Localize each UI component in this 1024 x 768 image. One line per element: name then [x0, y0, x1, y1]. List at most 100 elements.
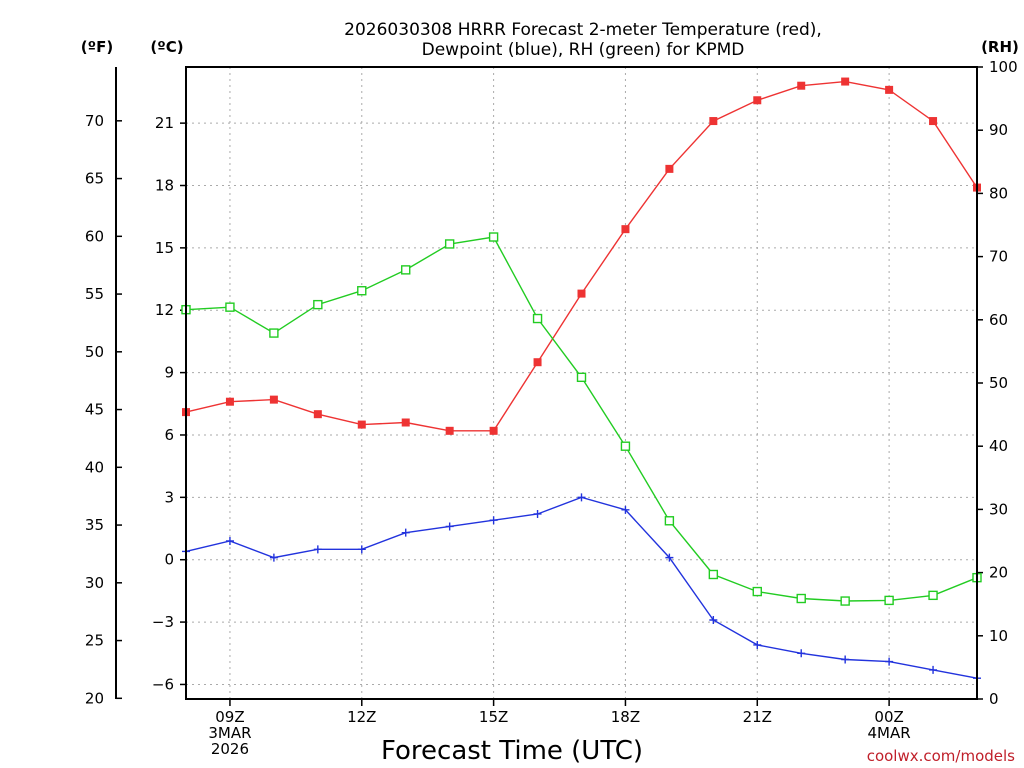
rh-point	[752, 586, 762, 597]
rh-point	[225, 302, 235, 312]
dewpoint-point	[753, 640, 762, 649]
celsius-tick-label: 0	[164, 551, 174, 569]
dewpoint-point	[929, 665, 938, 674]
rh-point	[796, 593, 806, 604]
celsius-tick-label: 3	[164, 488, 174, 506]
temperature-point	[929, 117, 938, 126]
rh-tick-label: 0	[989, 690, 999, 708]
temperature-point	[313, 410, 322, 419]
temperature-point	[445, 426, 454, 435]
rh-tick-label: 10	[989, 627, 1008, 645]
dewpoint-point	[797, 649, 806, 658]
temperature-point	[357, 420, 366, 429]
temperature-point	[225, 397, 234, 406]
fahrenheit-tick-label: 45	[85, 401, 104, 419]
dewpoint-point	[313, 545, 322, 554]
rh-point	[928, 590, 938, 601]
temperature-point	[841, 77, 850, 86]
x-tick-label: 12Z	[347, 708, 376, 726]
dewpoint-point	[621, 505, 630, 514]
plot-frame	[185, 66, 978, 700]
rh-point	[444, 239, 455, 249]
rh-point	[664, 516, 675, 526]
rh-point	[620, 441, 631, 451]
fahrenheit-tick-label: 60	[85, 227, 104, 245]
chart-title-line-2: Dewpoint (blue), RH (green) for KPMD	[422, 40, 745, 60]
temperature-point	[533, 358, 542, 367]
celsius-tick-label: −3	[152, 613, 174, 631]
fahrenheit-tick-label: 20	[85, 689, 104, 707]
dewpoint-point	[533, 509, 542, 518]
fahrenheit-tick-label: 30	[85, 574, 104, 592]
temperature-point	[885, 85, 894, 94]
rh-tick-label: 70	[989, 248, 1008, 266]
fahrenheit-tick-label: 65	[85, 170, 104, 188]
temperature-point	[269, 395, 278, 404]
dewpoint-point	[885, 657, 894, 666]
rh-point	[708, 569, 719, 580]
temperature-point	[621, 225, 630, 234]
x-tick-label: 00Z	[874, 708, 903, 726]
x-tick-label: 21Z	[743, 708, 772, 726]
celsius-tick-label: 21	[155, 114, 174, 132]
dewpoint-point	[225, 537, 234, 545]
dewpoint-point	[269, 553, 278, 562]
dewpoint-point	[841, 655, 850, 664]
fahrenheit-tick-label: 40	[85, 458, 104, 476]
temperature-point	[709, 117, 718, 126]
fahrenheit-tick-label: 70	[85, 112, 104, 130]
rh-tick-label: 80	[989, 184, 1008, 202]
chart-title-line-1: 2026030308 HRRR Forecast 2-meter Tempera…	[344, 20, 822, 40]
rh-tick-label: 60	[989, 311, 1008, 329]
rh-point	[401, 265, 411, 275]
celsius-tick-label: 18	[155, 177, 174, 195]
dewpoint-point	[445, 522, 454, 531]
rh-axis-unit: (RH)	[981, 38, 1019, 56]
fahrenheit-tick-label: 35	[85, 516, 104, 534]
x-tick-label: 18Z	[611, 708, 640, 726]
rh-tick-label: 30	[989, 500, 1008, 518]
grid-layer	[186, 67, 977, 699]
temperature-point	[489, 426, 498, 435]
x-axis-title: Forecast Time (UTC)	[381, 736, 643, 766]
x-tick-label: 2026	[211, 740, 249, 758]
rh-tick-label: 20	[989, 564, 1008, 582]
temperature-point	[797, 81, 806, 90]
celsius-axis-unit: (ºC)	[150, 38, 183, 56]
x-tick-label: 4MAR	[868, 724, 911, 742]
fahrenheit-tick-label: 55	[85, 285, 104, 303]
x-tick-label: 09Z	[215, 708, 244, 726]
rh-point	[269, 328, 279, 338]
rh-tick-label: 40	[989, 437, 1008, 455]
celsius-tick-label: 12	[155, 301, 174, 319]
rh-tick-label: 50	[989, 374, 1008, 392]
dewpoint-point	[665, 553, 674, 562]
rh-point	[357, 286, 367, 296]
temperature-point	[753, 96, 762, 105]
dewpoint-point	[577, 493, 586, 502]
credit-text: coolwx.com/models	[867, 747, 1015, 765]
dewpoint-point	[401, 528, 410, 537]
temperature-point	[401, 418, 410, 427]
dewpoint-point	[357, 545, 366, 554]
x-tick-label: 15Z	[479, 708, 508, 726]
rh-tick-label: 100	[989, 58, 1018, 76]
dewpoint-point	[489, 516, 498, 525]
celsius-tick-label: 15	[155, 239, 174, 257]
fahrenheit-tick-label: 25	[85, 632, 104, 650]
fahrenheit-tick-label: 50	[85, 343, 104, 361]
axes-layer: −6 −3 0 3 6 9 12 15 18 21 20 25 30 35 40 45 50 55 60 65 70 0 1…	[85, 58, 1018, 758]
series-layer	[181, 77, 982, 683]
x-tick-label: 3MAR	[208, 724, 251, 742]
rh-point	[313, 299, 323, 310]
rh-point	[532, 313, 543, 324]
celsius-tick-label: 6	[164, 426, 174, 444]
dewpoint-line	[185, 496, 978, 679]
rh-point	[840, 596, 850, 606]
celsius-tick-label: 9	[164, 364, 174, 382]
celsius-tick-label: −6	[152, 675, 174, 693]
rh-point	[884, 595, 894, 606]
rh-tick-label: 90	[989, 121, 1008, 139]
rh-point	[576, 372, 587, 383]
